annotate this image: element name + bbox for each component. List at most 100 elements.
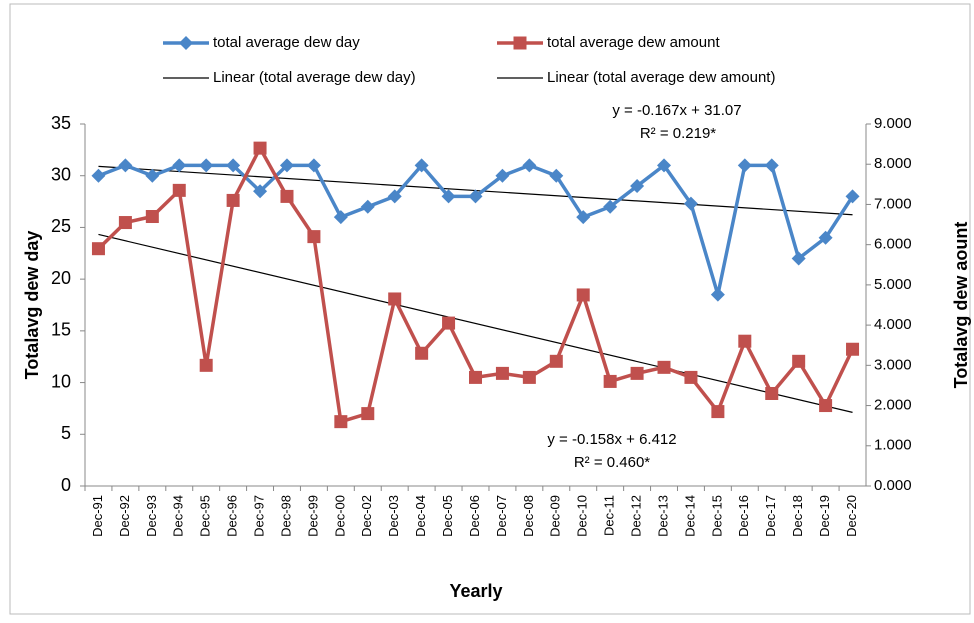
x-tick-label: Dec-94 bbox=[171, 495, 186, 537]
x-tick-label: Dec-06 bbox=[467, 495, 482, 537]
marker bbox=[145, 168, 160, 183]
x-axis-title: Yearly bbox=[449, 581, 502, 601]
x-tick-label: Dec-19 bbox=[817, 495, 832, 537]
legend-marker bbox=[513, 36, 527, 50]
marker bbox=[415, 346, 429, 360]
y2-tick-label: 8.000 bbox=[874, 155, 912, 172]
marker bbox=[280, 189, 294, 203]
y2-tick-label: 1.000 bbox=[874, 437, 912, 454]
marker bbox=[469, 370, 482, 384]
x-tick-label: Dec-04 bbox=[413, 495, 428, 537]
y2-tick-label: 3.000 bbox=[874, 356, 912, 373]
x-tick-label: Dec-12 bbox=[629, 495, 644, 537]
x-tick-label: Dec-14 bbox=[682, 495, 697, 537]
x-tick-label: Dec-17 bbox=[763, 495, 778, 537]
marker bbox=[361, 407, 375, 421]
marker bbox=[522, 370, 536, 384]
marker bbox=[253, 141, 267, 155]
x-tick-label: Dec-95 bbox=[198, 495, 213, 537]
marker bbox=[495, 366, 509, 380]
marker bbox=[738, 334, 752, 348]
marker bbox=[603, 199, 618, 214]
x-tick-label: Dec-09 bbox=[548, 495, 563, 537]
marker bbox=[388, 292, 402, 306]
x-tick-label: Dec-00 bbox=[332, 495, 347, 537]
marker bbox=[442, 316, 456, 330]
marker bbox=[118, 216, 132, 230]
marker bbox=[846, 342, 860, 356]
x-tick-label: Dec-05 bbox=[440, 495, 455, 537]
trend-r2: R² = 0.219* bbox=[640, 125, 716, 142]
marker bbox=[576, 210, 591, 225]
y2-tick-label: 6.000 bbox=[874, 236, 912, 253]
legend-marker bbox=[179, 36, 193, 50]
marker bbox=[253, 184, 268, 199]
x-tick-label: Dec-16 bbox=[736, 495, 751, 537]
y-tick-label: 30 bbox=[51, 164, 71, 184]
marker bbox=[279, 158, 294, 173]
x-tick-label: Dec-03 bbox=[386, 495, 401, 537]
marker bbox=[441, 189, 456, 204]
marker bbox=[792, 354, 806, 368]
trend-r2: R² = 0.460* bbox=[574, 454, 650, 471]
x-tick-label: Dec-02 bbox=[359, 495, 374, 537]
marker bbox=[226, 193, 240, 207]
y2-tick-label: 5.000 bbox=[874, 276, 912, 293]
marker bbox=[172, 183, 186, 197]
x-tick-label: Dec-10 bbox=[575, 495, 590, 537]
y-tick-label: 0 bbox=[61, 475, 71, 495]
marker bbox=[522, 158, 537, 173]
marker bbox=[468, 189, 483, 204]
marker bbox=[711, 405, 725, 419]
marker bbox=[657, 158, 672, 173]
marker bbox=[737, 158, 752, 173]
x-tick-label: Dec-96 bbox=[225, 495, 240, 537]
x-tick-label: Dec-18 bbox=[790, 495, 805, 537]
series-line bbox=[97, 163, 855, 297]
x-tick-label: Dec-99 bbox=[305, 495, 320, 537]
y2-tick-label: 7.000 bbox=[874, 195, 912, 212]
marker bbox=[603, 374, 617, 388]
marker bbox=[765, 386, 779, 400]
y-axis-title: Totalavg dew day bbox=[22, 231, 42, 380]
marker bbox=[172, 158, 187, 173]
x-tick-label: Dec-15 bbox=[709, 495, 724, 537]
marker bbox=[199, 158, 214, 173]
y-tick-label: 20 bbox=[51, 268, 71, 288]
y2-tick-label: 9.000 bbox=[874, 115, 912, 132]
marker bbox=[387, 189, 402, 204]
marker bbox=[630, 179, 645, 194]
marker bbox=[306, 158, 321, 173]
marker bbox=[819, 399, 833, 413]
marker bbox=[360, 199, 375, 214]
marker bbox=[307, 230, 321, 244]
marker bbox=[226, 158, 241, 173]
y-tick-label: 35 bbox=[51, 113, 71, 133]
y2-tick-label: 4.000 bbox=[874, 316, 912, 333]
x-tick-label: Dec-11 bbox=[602, 495, 617, 536]
x-tick-label: Dec-98 bbox=[278, 495, 293, 537]
y-tick-label: 10 bbox=[51, 371, 71, 391]
x-tick-label: Dec-08 bbox=[521, 495, 536, 537]
y-tick-label: 15 bbox=[51, 320, 71, 340]
x-tick-label: Dec-97 bbox=[251, 495, 266, 537]
marker bbox=[764, 158, 779, 173]
marker bbox=[199, 358, 213, 372]
legend-label: Linear (total average dew day) bbox=[213, 69, 416, 86]
x-tick-label: Dec-20 bbox=[844, 495, 859, 537]
x-tick-label: Dec-91 bbox=[90, 495, 105, 537]
marker bbox=[657, 360, 671, 374]
marker bbox=[91, 242, 105, 256]
y2-tick-label: 2.000 bbox=[874, 397, 912, 414]
marker bbox=[495, 168, 510, 183]
marker bbox=[710, 287, 725, 302]
marker bbox=[684, 370, 698, 384]
trend-equation: y = -0.167x + 31.07 bbox=[612, 102, 741, 119]
legend-label: total average dew day bbox=[213, 34, 360, 51]
x-tick-label: Dec-92 bbox=[117, 495, 132, 537]
x-tick-label: Dec-13 bbox=[655, 495, 670, 537]
chart-border bbox=[9, 3, 971, 615]
marker bbox=[845, 189, 860, 204]
x-tick-label: Dec-93 bbox=[144, 495, 159, 537]
